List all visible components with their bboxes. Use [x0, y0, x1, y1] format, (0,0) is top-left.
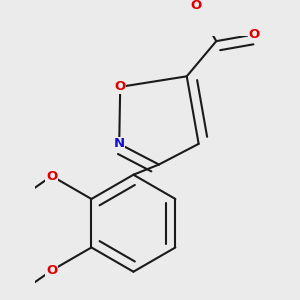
- Text: N: N: [114, 137, 125, 150]
- Text: O: O: [248, 28, 260, 41]
- Text: O: O: [46, 264, 57, 277]
- Text: O: O: [190, 0, 202, 12]
- Text: O: O: [46, 169, 57, 182]
- Text: O: O: [115, 80, 126, 93]
